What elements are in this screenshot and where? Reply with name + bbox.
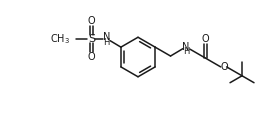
Text: O: O <box>88 52 95 62</box>
Text: H: H <box>183 47 190 56</box>
Text: H: H <box>103 38 110 47</box>
Text: N: N <box>182 42 190 52</box>
Text: O: O <box>202 34 209 44</box>
Text: S: S <box>88 34 95 44</box>
Text: O: O <box>221 62 229 72</box>
Text: O: O <box>88 16 95 26</box>
Text: N: N <box>103 32 110 42</box>
Text: CH$_3$: CH$_3$ <box>50 32 70 46</box>
